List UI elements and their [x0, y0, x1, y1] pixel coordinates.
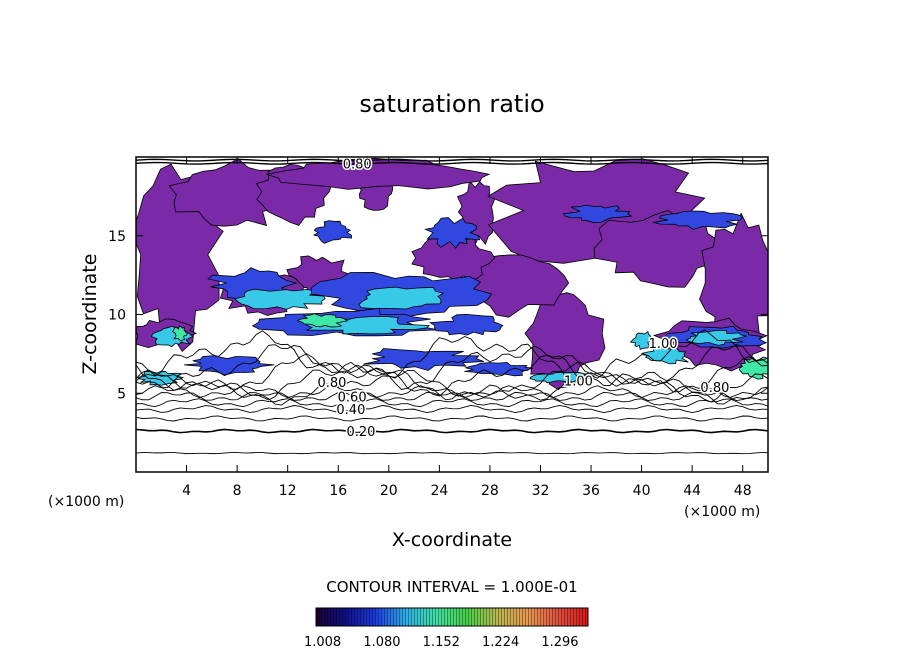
supersaturation-streak — [171, 325, 188, 342]
colorbar-tick-labels: 1.008 1.080 1.152 1.224 1.296 — [304, 635, 579, 650]
contour-line — [136, 415, 768, 422]
contour-interval-label: CONTOUR INTERVAL = 1.000E-01 — [326, 578, 577, 596]
supersaturation-streak — [234, 288, 326, 310]
contour-label: 1.00 — [649, 337, 678, 352]
contour-labels: 0.200.400.600.80 0.801.001.000.80 — [316, 157, 731, 442]
supersaturation-streak — [312, 220, 352, 244]
contour-lines — [136, 158, 768, 455]
colorbar-frame — [315, 607, 589, 627]
colorbar: 1.008 1.080 1.152 1.224 1.296 — [304, 607, 589, 650]
supersaturation-streak — [429, 313, 504, 336]
contour-line — [136, 452, 768, 455]
contour-line — [136, 361, 768, 403]
saturated-region — [524, 283, 606, 391]
contour-line — [136, 344, 768, 390]
x-axis-ticks: 4 8 12 16 20 24 28 32 36 40 44 48 — [182, 157, 752, 499]
saturation-field — [136, 157, 768, 391]
contour-label: 0.20 — [347, 425, 376, 440]
contour-line-top — [136, 158, 768, 162]
y-tick-label: 5 — [117, 386, 126, 402]
supersaturation-streak — [653, 210, 743, 230]
x-tick-label: 16 — [329, 483, 347, 499]
x-tick-label: 4 — [182, 483, 191, 499]
plot-area: 0.200.400.600.80 0.801.001.000.80 4 8 12 16 2… — [108, 156, 769, 499]
x-tick-label: 40 — [633, 483, 651, 499]
x-tick-label: 28 — [481, 483, 499, 499]
colorbar-stripes — [316, 608, 588, 626]
supersaturation-streak — [363, 348, 484, 371]
y-axis-label: Z-coordinate — [79, 254, 101, 375]
saturated-region — [266, 157, 491, 190]
x-tick-label: 24 — [430, 483, 448, 499]
contour-line — [136, 404, 768, 414]
y-axis-ticks: 5 10 15 — [108, 229, 768, 402]
contour-label: 0.60 — [338, 390, 367, 405]
supersaturation-streak — [562, 204, 633, 224]
colorbar-tick-label: 1.296 — [541, 635, 578, 650]
contour-label: 0.40 — [336, 403, 365, 418]
supersaturation-streak — [358, 286, 445, 310]
contour-label: 0.80 — [700, 381, 729, 396]
colorbar-tick-label: 1.008 — [304, 635, 341, 650]
x-tick-label: 8 — [233, 483, 242, 499]
contour-label: 0.80 — [317, 376, 346, 391]
contour-label: 1.00 — [564, 375, 593, 390]
colorbar-tick-label: 1.080 — [363, 635, 400, 650]
contour-line-top — [136, 161, 768, 165]
y-tick-label: 10 — [108, 308, 126, 324]
x-tick-label: 48 — [734, 483, 752, 499]
colorbar-tick-label: 1.224 — [482, 635, 519, 650]
x-unit-left: (×1000 m) — [48, 494, 124, 510]
x-tick-label: 44 — [683, 483, 701, 499]
x-tick-label: 32 — [532, 483, 550, 499]
x-tick-label: 20 — [380, 483, 398, 499]
chart-title: saturation ratio — [359, 90, 544, 118]
contour-line — [136, 391, 768, 401]
contour-line — [136, 329, 768, 383]
contour-label: 0.80 — [343, 157, 372, 172]
supersaturation-streak — [424, 217, 481, 249]
contour-line — [136, 428, 768, 434]
contour-line — [136, 353, 768, 397]
supersaturation-streak — [629, 330, 653, 351]
supersaturation-streak — [296, 313, 349, 328]
x-axis-label: X-coordinate — [392, 529, 512, 551]
supersaturation-streak — [183, 355, 275, 376]
colorbar-tick-label: 1.152 — [423, 635, 460, 650]
x-tick-label: 12 — [279, 483, 297, 499]
supersaturation-streak — [464, 361, 534, 377]
x-unit-right: (×1000 m) — [684, 504, 760, 520]
saturated-region — [168, 158, 288, 227]
x-tick-label: 36 — [582, 483, 600, 499]
y-tick-label: 15 — [108, 229, 126, 245]
contour-line — [136, 398, 768, 408]
